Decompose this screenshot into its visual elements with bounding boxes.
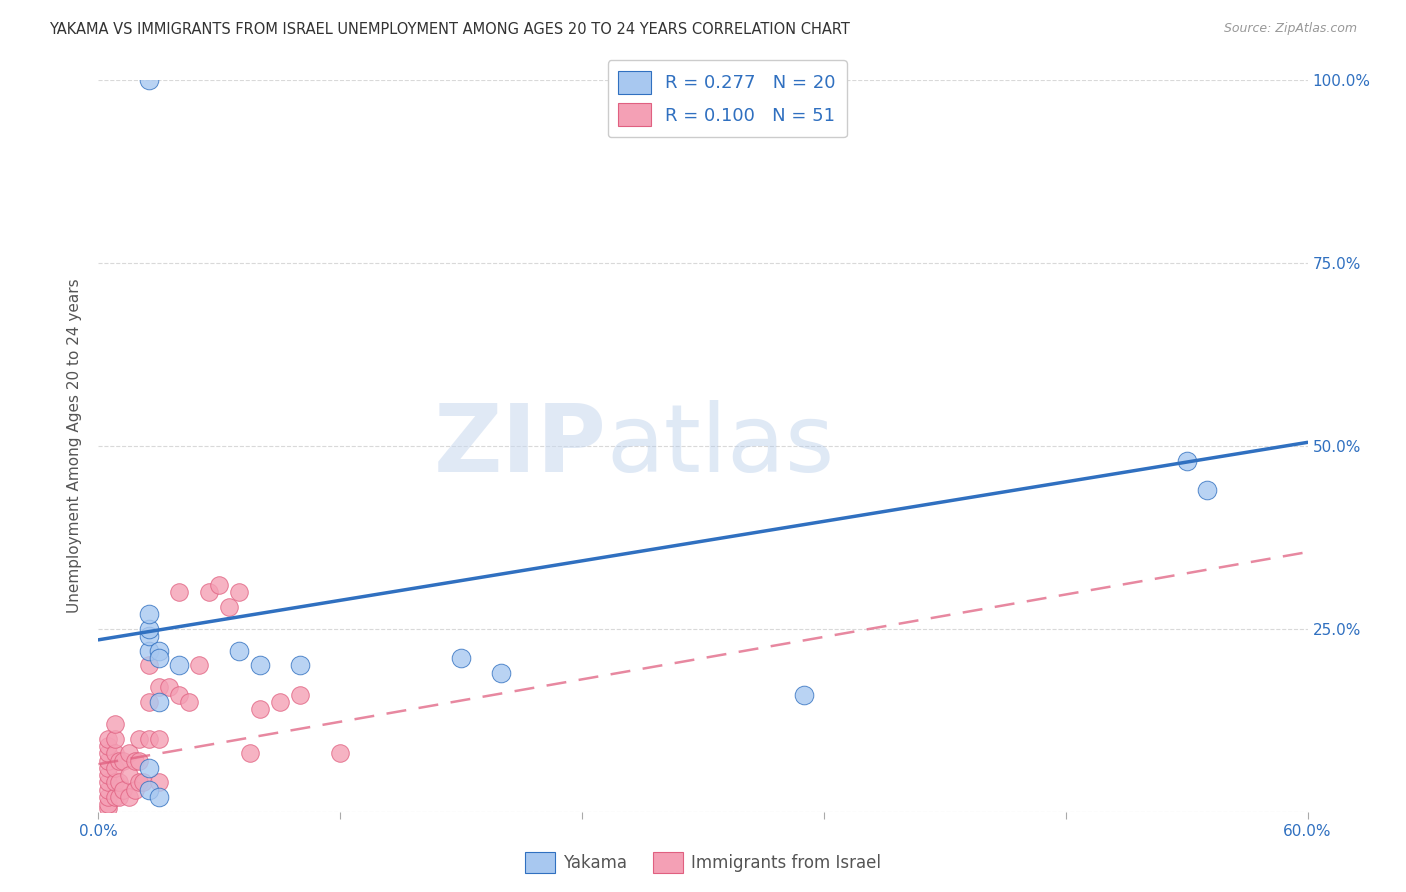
Point	[329, 746, 352, 760]
Point	[124, 782, 146, 797]
Point	[1175, 453, 1198, 467]
Legend: R = 0.277   N = 20, R = 0.100   N = 51: R = 0.277 N = 20, R = 0.100 N = 51	[607, 60, 846, 137]
Point	[239, 746, 262, 760]
Text: ZIP: ZIP	[433, 400, 606, 492]
Point	[228, 585, 250, 599]
Point	[97, 801, 120, 815]
Point	[138, 782, 160, 797]
Point	[97, 797, 120, 812]
Point	[97, 746, 120, 760]
Point	[138, 731, 160, 746]
Point	[249, 658, 271, 673]
Point	[97, 782, 120, 797]
Point	[138, 607, 160, 622]
Point	[118, 746, 141, 760]
Point	[288, 688, 311, 702]
Point	[148, 775, 170, 789]
Point	[249, 702, 271, 716]
Point	[269, 695, 291, 709]
Point	[188, 658, 211, 673]
Point	[148, 695, 170, 709]
Point	[208, 578, 231, 592]
Point	[103, 731, 125, 746]
Point	[138, 658, 160, 673]
Text: Source: ZipAtlas.com: Source: ZipAtlas.com	[1223, 22, 1357, 36]
Point	[118, 768, 141, 782]
Text: YAKAMA VS IMMIGRANTS FROM ISRAEL UNEMPLOYMENT AMONG AGES 20 TO 24 YEARS CORRELAT: YAKAMA VS IMMIGRANTS FROM ISRAEL UNEMPLO…	[49, 22, 851, 37]
Point	[138, 644, 160, 658]
Point	[157, 681, 180, 695]
Point	[228, 644, 250, 658]
Point	[138, 761, 160, 775]
Point	[97, 754, 120, 768]
Point	[167, 658, 190, 673]
Point	[138, 695, 160, 709]
Point	[97, 739, 120, 753]
Point	[97, 790, 120, 805]
Point	[179, 695, 201, 709]
Point	[148, 790, 170, 805]
Y-axis label: Unemployment Among Ages 20 to 24 years: Unemployment Among Ages 20 to 24 years	[67, 278, 83, 614]
Point	[288, 658, 311, 673]
Point	[103, 746, 125, 760]
Point	[138, 629, 160, 643]
Point	[793, 688, 815, 702]
Point	[148, 651, 170, 665]
Point	[118, 790, 141, 805]
Point	[107, 775, 129, 789]
Point	[128, 754, 150, 768]
Point	[107, 754, 129, 768]
Point	[138, 622, 160, 636]
Point	[148, 681, 170, 695]
Point	[198, 585, 221, 599]
Point	[103, 761, 125, 775]
Point	[111, 754, 134, 768]
Point	[218, 599, 240, 614]
Point	[167, 688, 190, 702]
Point	[103, 790, 125, 805]
Point	[124, 754, 146, 768]
Point	[111, 782, 134, 797]
Point	[97, 768, 120, 782]
Point	[107, 790, 129, 805]
Text: atlas: atlas	[606, 400, 835, 492]
Point	[491, 665, 513, 680]
Point	[132, 775, 155, 789]
Point	[128, 775, 150, 789]
Point	[148, 731, 170, 746]
Point	[148, 644, 170, 658]
Point	[97, 775, 120, 789]
Legend: Yakama, Immigrants from Israel: Yakama, Immigrants from Israel	[519, 846, 887, 880]
Point	[450, 651, 472, 665]
Point	[103, 717, 125, 731]
Point	[97, 761, 120, 775]
Point	[97, 731, 120, 746]
Point	[128, 731, 150, 746]
Point	[167, 585, 190, 599]
Point	[138, 73, 160, 87]
Point	[1195, 483, 1218, 497]
Point	[103, 775, 125, 789]
